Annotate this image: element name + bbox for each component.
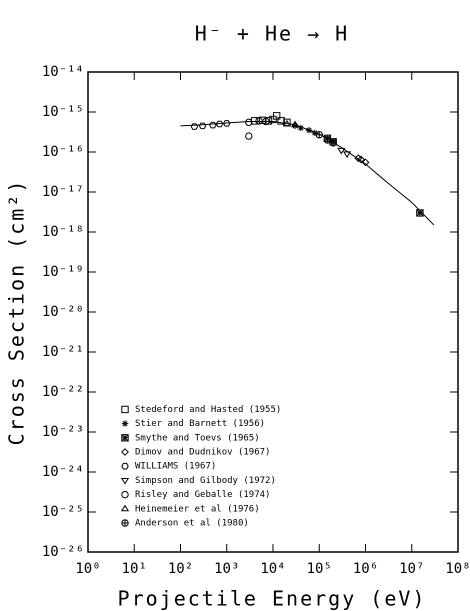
x-tick-label: 10⁶ [353,561,378,577]
data-point [357,155,365,164]
y-tick-label: 10⁻¹⁴ [42,64,84,80]
data-point [416,209,424,217]
data-point [190,123,199,130]
data-point [305,127,313,134]
data-point [262,117,270,126]
data-point [259,116,267,125]
data-point [222,120,231,127]
data-point [282,119,292,127]
data-point [215,120,224,128]
y-tick-label: 10⁻¹⁵ [42,104,84,120]
y-tick-label: 10⁻²⁴ [42,464,84,480]
data-point [311,129,318,137]
data-point [269,115,277,124]
y-tick-label: 10⁻²⁵ [42,504,84,520]
x-tick-label: 10⁵ [307,561,332,577]
legend-label: Anderson et al (1980) [135,519,249,529]
data-point [245,132,253,140]
data-point [272,112,281,120]
legend-label: WILLIAMS (1967) [135,462,216,472]
legend-marker [121,490,129,499]
x-tick-label: 10⁰ [75,561,100,577]
data-point [245,118,253,127]
fit-curve [180,120,435,226]
data-point [329,139,337,147]
legend-marker [121,434,129,442]
data-point [361,158,370,167]
legend-marker [120,477,130,485]
legend-marker [121,519,129,527]
legend-label: Stier and Barnett (1956) [135,419,265,429]
x-tick-label: 10¹ [122,561,147,577]
chart-title: H⁻ + He → H [195,22,349,46]
legend-label: Dimov and Dudnikov (1967) [135,448,270,458]
x-tick-label: 10² [168,561,193,577]
y-axis-label: Cross Section (cm²) [5,179,29,446]
y-tick-label: 10⁻²¹ [42,344,84,360]
y-tick-label: 10⁻¹⁸ [42,224,84,240]
data-point [323,136,332,144]
legend-label: Heinemeier et al (1976) [135,504,260,514]
legend-label: Smythe and Toevs (1965) [135,433,260,443]
y-tick-label: 10⁻²² [42,384,84,400]
x-tick-label: 10⁴ [260,561,285,577]
y-tick-label: 10⁻¹⁶ [42,144,84,160]
legend-marker [120,504,130,512]
legend-marker [121,405,129,414]
data-point [342,151,352,158]
y-tick-label: 10⁻¹⁷ [42,184,84,200]
y-tick-label: 10⁻¹⁹ [42,264,84,280]
data-point [209,121,217,129]
legend-label: Simpson and Gilbody (1972) [135,476,276,486]
legend-label: Stedeford and Hasted (1955) [135,405,281,415]
data-point [315,131,323,139]
data-point [291,122,299,130]
x-tick-label: 10⁷ [399,561,424,577]
data-point [337,147,346,155]
x-axis-label: Projectile Energy (eV) [118,587,427,611]
legend-marker [121,448,129,456]
data-point [198,122,207,130]
legend-label: Risley and Geballe (1974) [135,490,270,500]
y-tick-label: 10⁻²⁰ [42,304,84,320]
data-point [297,124,305,132]
legend-marker [121,420,129,427]
y-tick-label: 10⁻²⁶ [42,544,84,560]
x-tick-label: 10⁸ [445,561,470,577]
x-tick-label: 10³ [214,561,239,577]
y-tick-label: 10⁻²³ [42,424,84,440]
legend-marker [121,462,129,470]
data-point [290,120,300,128]
